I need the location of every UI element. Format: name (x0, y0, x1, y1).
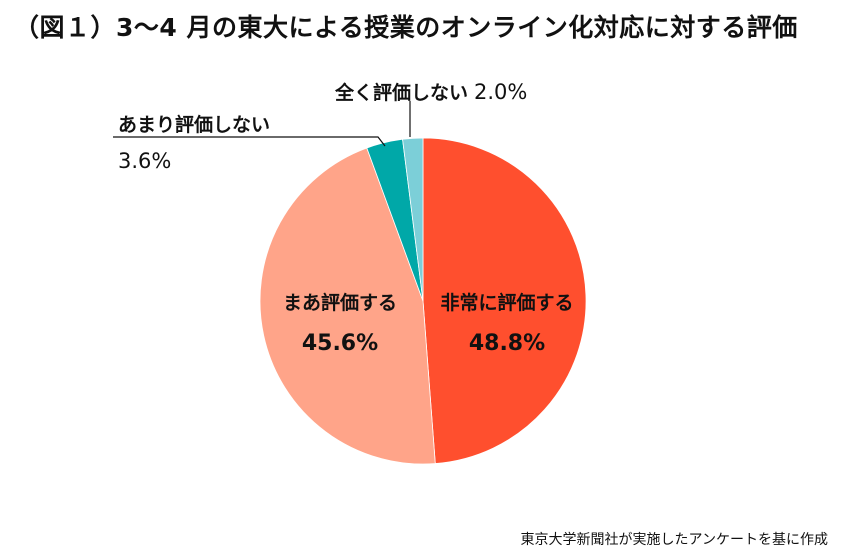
chart-title: （図１）3〜4 月の東大による授業のオンライン化対応に対する評価 (14, 13, 798, 42)
slice-label-very-positive: 非常に評価する (440, 291, 573, 314)
slice-very-positive (422, 137, 587, 464)
slice-label-not-much: あまり評価しない (118, 113, 270, 136)
slice-value-not-much: 3.6% (118, 149, 171, 173)
pie-slices (259, 137, 587, 465)
slice-value-very-positive: 48.8% (469, 331, 545, 356)
slice-somewhat-positive (259, 147, 436, 465)
slice-value-not-at-all: 2.0% (474, 80, 527, 104)
slice-label-somewhat-positive: まあ評価する (283, 291, 397, 314)
slice-not-at-all (402, 137, 424, 302)
slice-label-not-at-all: 全く評価しない (334, 81, 468, 104)
leader-lines (113, 101, 411, 147)
leader-line-slice-3 (113, 136, 386, 147)
source-note: 東京大学新聞社が実施したアンケートを基に作成 (520, 532, 828, 548)
slice-value-somewhat-positive: 45.6% (302, 331, 378, 356)
